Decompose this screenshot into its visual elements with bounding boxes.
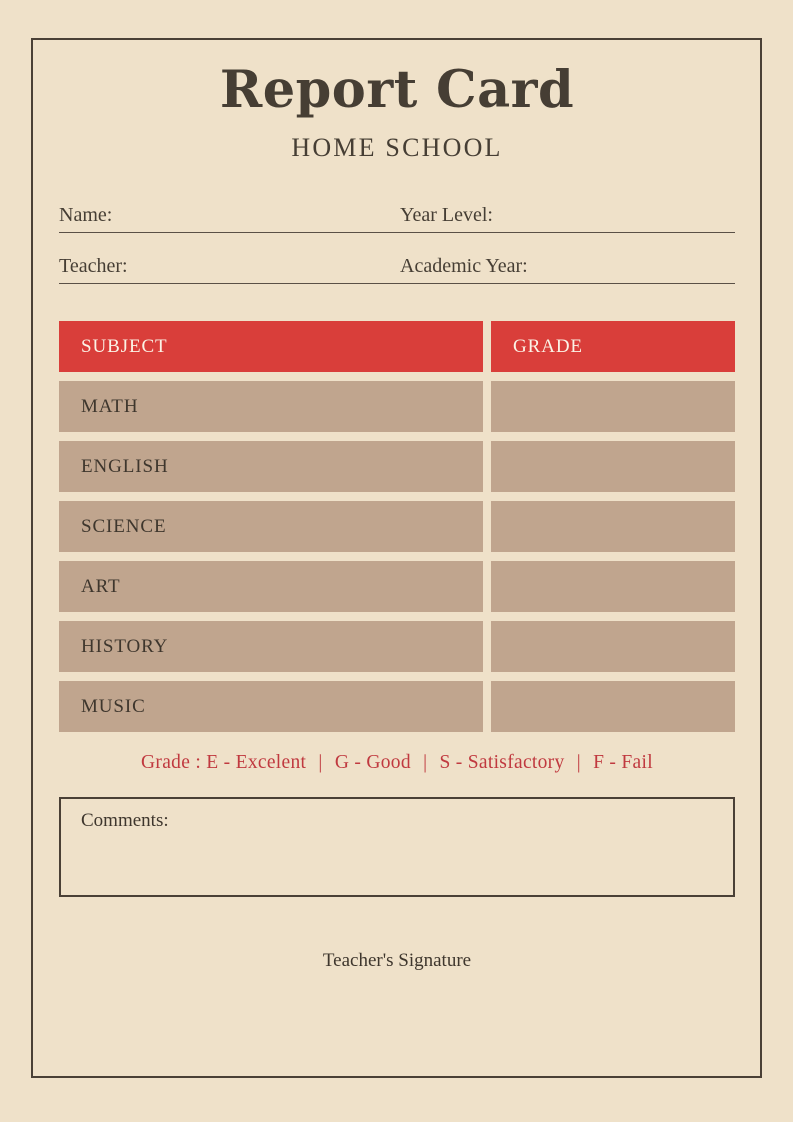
grade-cell-art[interactable] (491, 561, 735, 612)
grade-cell-math[interactable] (491, 381, 735, 432)
comments-label: Comments: (81, 810, 169, 831)
year-level-field-label: Year Level: (400, 204, 493, 226)
page-frame-border (31, 38, 762, 1078)
grades-table: SUBJECT GRADE MATH ENGLISH SCIENCE ART H… (59, 321, 735, 732)
legend-item-good: G - Good (334, 752, 411, 773)
table-row: MATH (59, 381, 735, 432)
table-row: ART (59, 561, 735, 612)
name-field-label: Name: (59, 204, 113, 226)
legend-prefix: Grade : (141, 752, 202, 773)
school-subtitle: HOME SCHOOL (291, 133, 503, 162)
legend-item-excellent: E - Excelent (206, 752, 307, 773)
student-info-form: Name: Year Level: Teacher: Academic Year… (59, 196, 735, 284)
grade-cell-music[interactable] (491, 681, 735, 732)
page-content: Report Card HOME SCHOOL Name: Year Level… (59, 38, 735, 972)
table-row: SCIENCE (59, 501, 735, 552)
page-title: Report Card (219, 60, 575, 120)
table-row: ENGLISH (59, 441, 735, 492)
legend-item-fail: F - Fail (593, 752, 653, 773)
form-row-teacher: Teacher: Academic Year: (59, 247, 735, 284)
grade-cell-science[interactable] (491, 501, 735, 552)
form-row-name: Name: Year Level: (59, 196, 735, 233)
legend-item-satisfactory: S - Satisfactory (439, 752, 565, 773)
grade-legend: Grade : E - Excelent | G - Good | S - Sa… (59, 752, 735, 774)
subject-cell-english: ENGLISH (59, 441, 483, 492)
column-header-subject: SUBJECT (59, 321, 483, 372)
table-row: HISTORY (59, 621, 735, 672)
legend-separator: | (423, 752, 428, 773)
academic-year-field-label: Academic Year: (400, 255, 528, 277)
column-header-grade: GRADE (491, 321, 735, 372)
subject-cell-history: HISTORY (59, 621, 483, 672)
subject-cell-math: MATH (59, 381, 483, 432)
teacher-signature-label: Teacher's Signature (322, 950, 472, 971)
subject-cell-art: ART (59, 561, 483, 612)
grade-cell-history[interactable] (491, 621, 735, 672)
subject-cell-science: SCIENCE (59, 501, 483, 552)
table-row: MUSIC (59, 681, 735, 732)
subject-cell-music: MUSIC (59, 681, 483, 732)
legend-separator: | (576, 752, 581, 773)
table-header-row: SUBJECT GRADE (59, 321, 735, 372)
comments-box[interactable]: Comments: (59, 797, 735, 897)
teacher-field-label: Teacher: (59, 255, 128, 277)
grade-cell-english[interactable] (491, 441, 735, 492)
legend-separator: | (318, 752, 323, 773)
